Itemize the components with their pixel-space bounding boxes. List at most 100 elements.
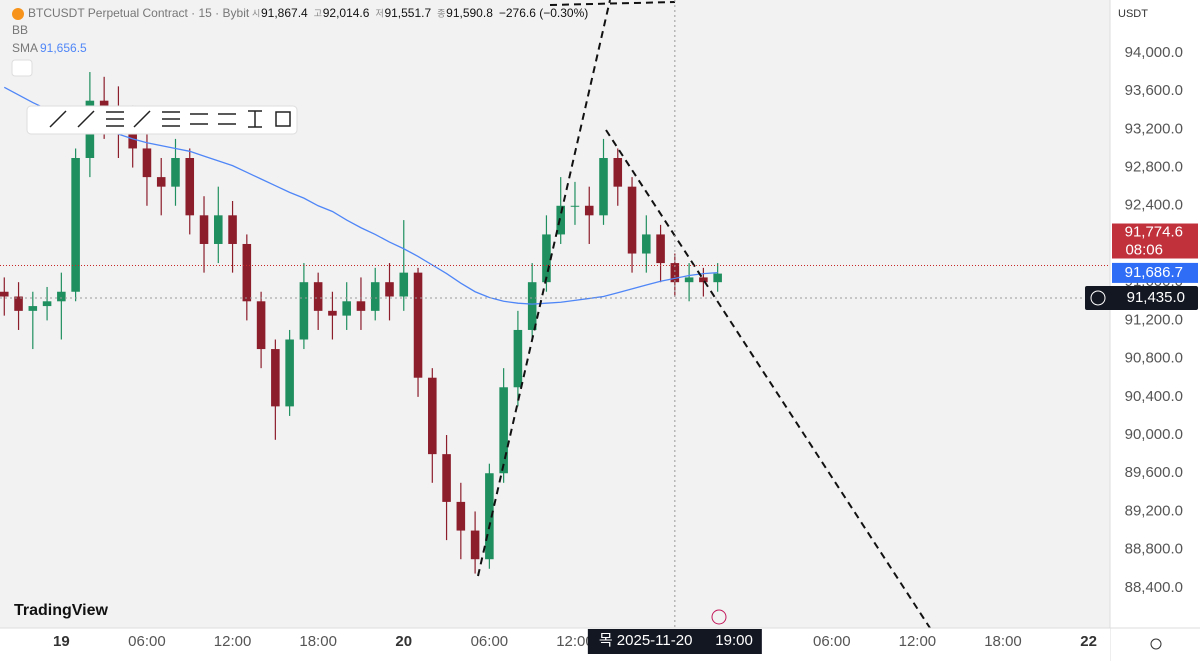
candle-body bbox=[57, 291, 66, 302]
candle-body bbox=[242, 243, 252, 302]
candle-body bbox=[713, 273, 722, 283]
currency[interactable]: USDT bbox=[1118, 8, 1148, 20]
settings-icon[interactable] bbox=[1150, 638, 1162, 650]
ohlc: 시 91,867.4 고 92,014.6 저 91,551.7 종 91,590.8 −276… bbox=[252, 6, 588, 20]
tool-channel[interactable] bbox=[190, 113, 208, 125]
ohlc-key: 종 bbox=[437, 8, 445, 18]
pane bbox=[0, 0, 1110, 628]
tool-rect[interactable] bbox=[275, 111, 291, 127]
collapse-button[interactable] bbox=[11, 59, 33, 77]
candle-body bbox=[613, 158, 623, 187]
candle-body bbox=[271, 349, 280, 407]
candle-body bbox=[185, 158, 195, 216]
y-tick-label: 88,400.0 bbox=[1125, 579, 1183, 596]
drawing-toolbar bbox=[26, 105, 298, 135]
candle-body bbox=[342, 301, 351, 316]
candle-body bbox=[0, 291, 9, 297]
x-tick-label: 12:00 bbox=[214, 633, 252, 650]
crosshair-add[interactable] bbox=[1090, 290, 1106, 306]
y-tick-label: 91,200.0 bbox=[1125, 311, 1183, 328]
candle-body bbox=[428, 377, 437, 455]
candle-body bbox=[228, 215, 237, 244]
x-tick-label: 06:00 bbox=[128, 633, 166, 650]
candle-body bbox=[513, 329, 523, 388]
logo: TradingView bbox=[14, 602, 109, 619]
indicator: SMA bbox=[12, 41, 38, 55]
ohlc-value: 91,867.4 bbox=[261, 6, 308, 20]
candle-body bbox=[399, 272, 409, 297]
candle-body bbox=[699, 277, 708, 283]
trend-line bbox=[605, 129, 931, 629]
tool-fib[interactable] bbox=[162, 111, 180, 127]
y-tick-label: 93,600.0 bbox=[1125, 82, 1183, 99]
candle-body bbox=[556, 205, 565, 235]
x-tick-label: 20 bbox=[395, 633, 412, 650]
candle-body bbox=[356, 301, 366, 311]
candle-body bbox=[285, 339, 294, 407]
y-tick-label: 89,200.0 bbox=[1125, 502, 1183, 519]
event-icon[interactable] bbox=[711, 609, 727, 625]
candle-body bbox=[570, 205, 580, 207]
candle-body bbox=[214, 215, 223, 244]
x-tick-label: 19 bbox=[53, 633, 70, 650]
ohlc-key: 시 bbox=[252, 8, 260, 18]
crosshair-date: 목 2025-11-20 bbox=[599, 632, 693, 649]
candle-body bbox=[470, 530, 480, 560]
x-tick-label: 18:00 bbox=[984, 633, 1022, 650]
y-tick-label: 90,400.0 bbox=[1125, 388, 1183, 405]
ohlc-value: 91,590.8 bbox=[446, 6, 493, 20]
candle-body bbox=[328, 310, 337, 316]
ohlc-value: 92,014.6 bbox=[323, 6, 370, 20]
candle-body bbox=[527, 282, 537, 330]
sma-line bbox=[3, 86, 718, 305]
symbol: BTCUSDT Perpetual Contract · 15 · Bybit bbox=[28, 6, 250, 20]
last-price-tag bbox=[1112, 223, 1198, 259]
candle-body bbox=[370, 282, 380, 311]
candle-body bbox=[656, 234, 665, 264]
candle-body bbox=[456, 501, 466, 531]
tool-trendline[interactable] bbox=[49, 110, 67, 128]
crosshair-time: 19:00 bbox=[715, 632, 753, 649]
indicator: BB bbox=[12, 23, 28, 37]
trend-line bbox=[549, 1, 676, 6]
x-tick-label: 06:00 bbox=[471, 633, 509, 650]
crosshair-time-tag bbox=[587, 629, 762, 654]
price-axis bbox=[1110, 0, 1200, 661]
change: −276.6 (−0.30%) bbox=[499, 6, 588, 20]
y-tick-label: 93,200.0 bbox=[1125, 120, 1183, 137]
y-tick-label: 88,800.0 bbox=[1125, 541, 1183, 558]
candle-body bbox=[584, 205, 594, 216]
y-tick-label: 92,400.0 bbox=[1125, 197, 1183, 214]
sma-price-tag bbox=[1112, 262, 1198, 283]
ohlc-value: 91,551.7 bbox=[384, 6, 431, 20]
sma-price-label: 91,686.7 bbox=[1125, 264, 1183, 281]
countdown: 08:06 bbox=[1125, 241, 1163, 258]
candle-body bbox=[442, 454, 451, 502]
candle-body bbox=[171, 158, 180, 187]
candle-body bbox=[684, 277, 694, 283]
ohlc-key: 저 bbox=[375, 8, 383, 18]
candle-body bbox=[642, 234, 651, 254]
sma-value: 91,656.5 bbox=[40, 41, 87, 55]
last-price-label: 91,774.6 bbox=[1125, 223, 1183, 240]
tool-ray[interactable] bbox=[77, 110, 95, 128]
tool-parallel[interactable] bbox=[106, 111, 124, 127]
candle-body bbox=[499, 387, 508, 474]
candle-body bbox=[71, 158, 80, 292]
candle-body bbox=[542, 234, 551, 283]
y-tick-label: 90,000.0 bbox=[1125, 426, 1183, 443]
x-tick-label: 22 bbox=[1080, 633, 1097, 650]
candle-body bbox=[599, 158, 608, 216]
x-tick-label: 12:00 bbox=[899, 633, 937, 650]
crosshair-price-tag bbox=[1085, 285, 1198, 310]
tool-text[interactable] bbox=[248, 110, 262, 128]
candle-body bbox=[142, 148, 152, 178]
candle-body bbox=[99, 100, 109, 111]
candle-body bbox=[385, 282, 394, 297]
tool-extended[interactable] bbox=[133, 110, 151, 128]
y-tick-label: 92,800.0 bbox=[1125, 159, 1183, 176]
candle-body bbox=[156, 177, 166, 187]
candle-body bbox=[299, 282, 309, 340]
tool-range[interactable] bbox=[218, 113, 236, 125]
